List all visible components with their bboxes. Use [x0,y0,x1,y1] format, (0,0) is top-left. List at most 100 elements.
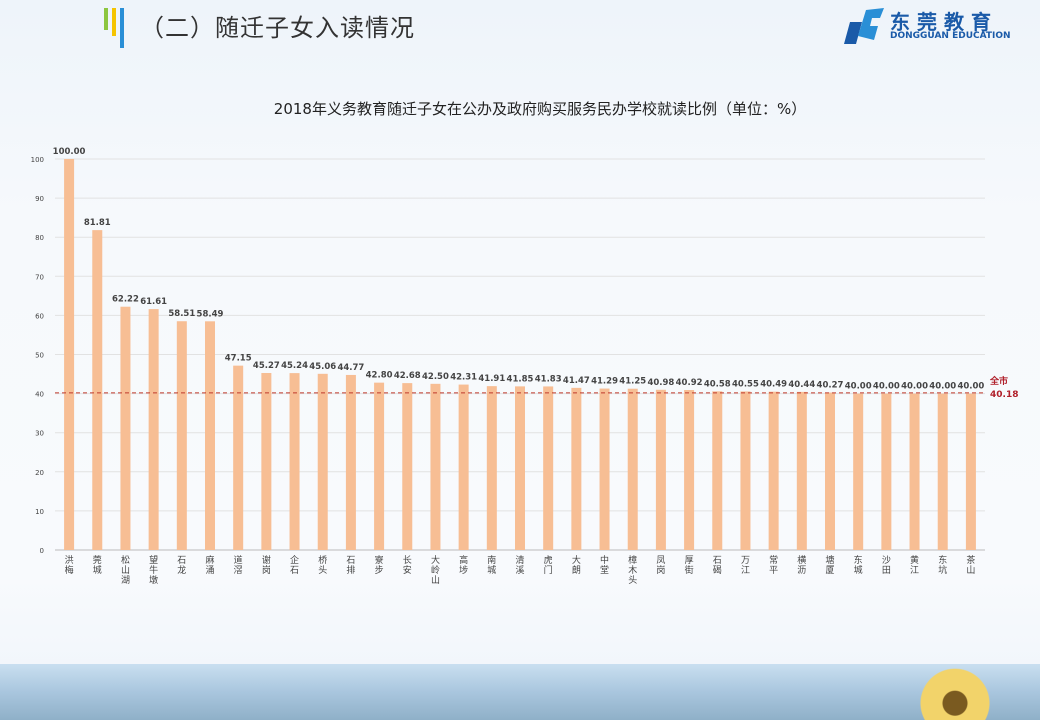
data-label: 58.51 [168,309,195,319]
x-tick-label: 企石 [290,554,299,576]
y-tick-label: 50 [35,352,44,360]
x-tick-label: 厚街 [685,555,694,576]
x-tick-label: 中堂 [600,554,609,576]
x-tick-label: 寮步 [375,554,384,576]
data-label: 40.00 [957,382,984,392]
y-tick-label: 30 [35,430,44,438]
bar [345,374,356,550]
bar [571,387,582,550]
footer-city-banner [0,664,1040,720]
bar [92,230,103,550]
bar [965,393,976,550]
x-tick-label: 松山湖 [121,554,130,586]
x-tick-label: 高埗 [459,554,468,576]
data-label: 81.81 [84,218,111,228]
data-label: 40.00 [901,382,928,392]
x-tick-label: 洪梅 [65,554,74,576]
x-tick-label: 道滘 [234,554,243,576]
bar [317,373,328,550]
bar [458,384,469,550]
logo-text-cn: 东莞教育 [890,10,998,34]
data-label: 41.85 [507,374,534,384]
data-label: 41.83 [535,374,562,384]
x-tick-label: 望牛墩 [149,554,158,586]
x-tick-label: 东城 [854,554,863,576]
data-label: 40.00 [929,382,956,392]
x-tick-label: 石排 [346,556,355,576]
data-label: 41.25 [619,377,646,387]
x-tick-label: 谢岗 [262,554,271,576]
bar [430,383,441,550]
bar [261,372,272,550]
x-tick-label: 茶山 [966,554,975,576]
x-tick-label: 石龙 [177,556,186,576]
data-label: 42.68 [394,371,421,381]
x-tick-label: 东坑 [938,554,947,576]
chart-title: 2018年义务教育随迁子女在公办及政府购买服务民办学校就读比例（单位：%） [273,100,807,118]
y-tick-label: 90 [35,195,44,203]
bar [176,321,187,550]
x-tick-label: 桥头 [318,554,327,576]
y-tick-label: 20 [35,469,44,477]
data-label: 100.00 [53,147,86,157]
data-label: 40.27 [817,381,844,391]
x-tick-label: 长安 [403,554,412,576]
data-label: 40.49 [760,380,787,390]
y-tick-label: 0 [40,547,44,555]
x-tick-label: 南城 [487,554,496,576]
bar [825,392,835,550]
bar-chart: 0 10 20 30 40 50 60 70 80 90 100 100.00 洪梅 81.81 莞城 62.… [31,147,1019,586]
bar [374,382,385,550]
data-label: 40.00 [845,382,872,392]
data-label: 45.06 [309,362,336,372]
data-label: 44.77 [337,363,364,373]
bar [796,391,807,550]
bar [233,365,244,550]
bar [289,373,300,550]
bar [740,391,751,550]
reference-line-label: 全市 [989,375,1008,387]
bar [909,393,920,550]
bar [655,389,666,550]
bar [120,306,131,550]
data-label: 58.49 [197,309,224,319]
x-tick-label: 沙田 [882,555,891,576]
logo-icon [844,8,884,44]
bar [543,386,554,550]
data-label: 47.15 [225,354,252,364]
data-label: 45.24 [281,361,308,371]
page-title: （二）随迁子女入读情况 [140,14,415,42]
bar [205,321,215,550]
data-label: 42.50 [422,372,449,382]
bar [402,383,413,550]
reference-line-value: 40.18 [990,390,1018,400]
data-label: 42.31 [450,373,477,383]
x-tick-label: 大朗 [572,554,581,576]
data-label: 40.00 [873,382,900,392]
bar [712,391,723,550]
x-tick-label: 大岭山 [431,554,440,586]
bar [599,388,610,550]
bar [627,388,638,550]
data-label: 41.29 [591,377,618,387]
x-tick-label: 麻涌 [205,554,214,576]
x-tick-label: 清溪 [515,554,524,576]
y-tick-label: 40 [35,391,44,399]
logo: 东莞教育 DONGGUAN EDUCATION [842,6,1032,46]
x-tick-label: 常平 [769,554,778,576]
bar [684,390,695,550]
x-tick-label: 万江 [741,556,750,576]
data-label: 62.22 [112,295,139,305]
x-tick-label: 凤岗 [656,555,665,576]
bar [148,309,159,550]
data-label: 41.47 [563,376,590,386]
sunflower-decoration [910,664,1000,720]
y-tick-label: 70 [35,273,44,281]
x-tick-label: 塘厦 [825,554,834,576]
data-label: 61.61 [140,297,167,307]
bar [937,393,948,550]
x-tick-label: 莞城 [93,554,102,576]
bar [515,386,525,550]
x-tick-label: 樟木头 [628,554,637,586]
bar [881,393,892,550]
